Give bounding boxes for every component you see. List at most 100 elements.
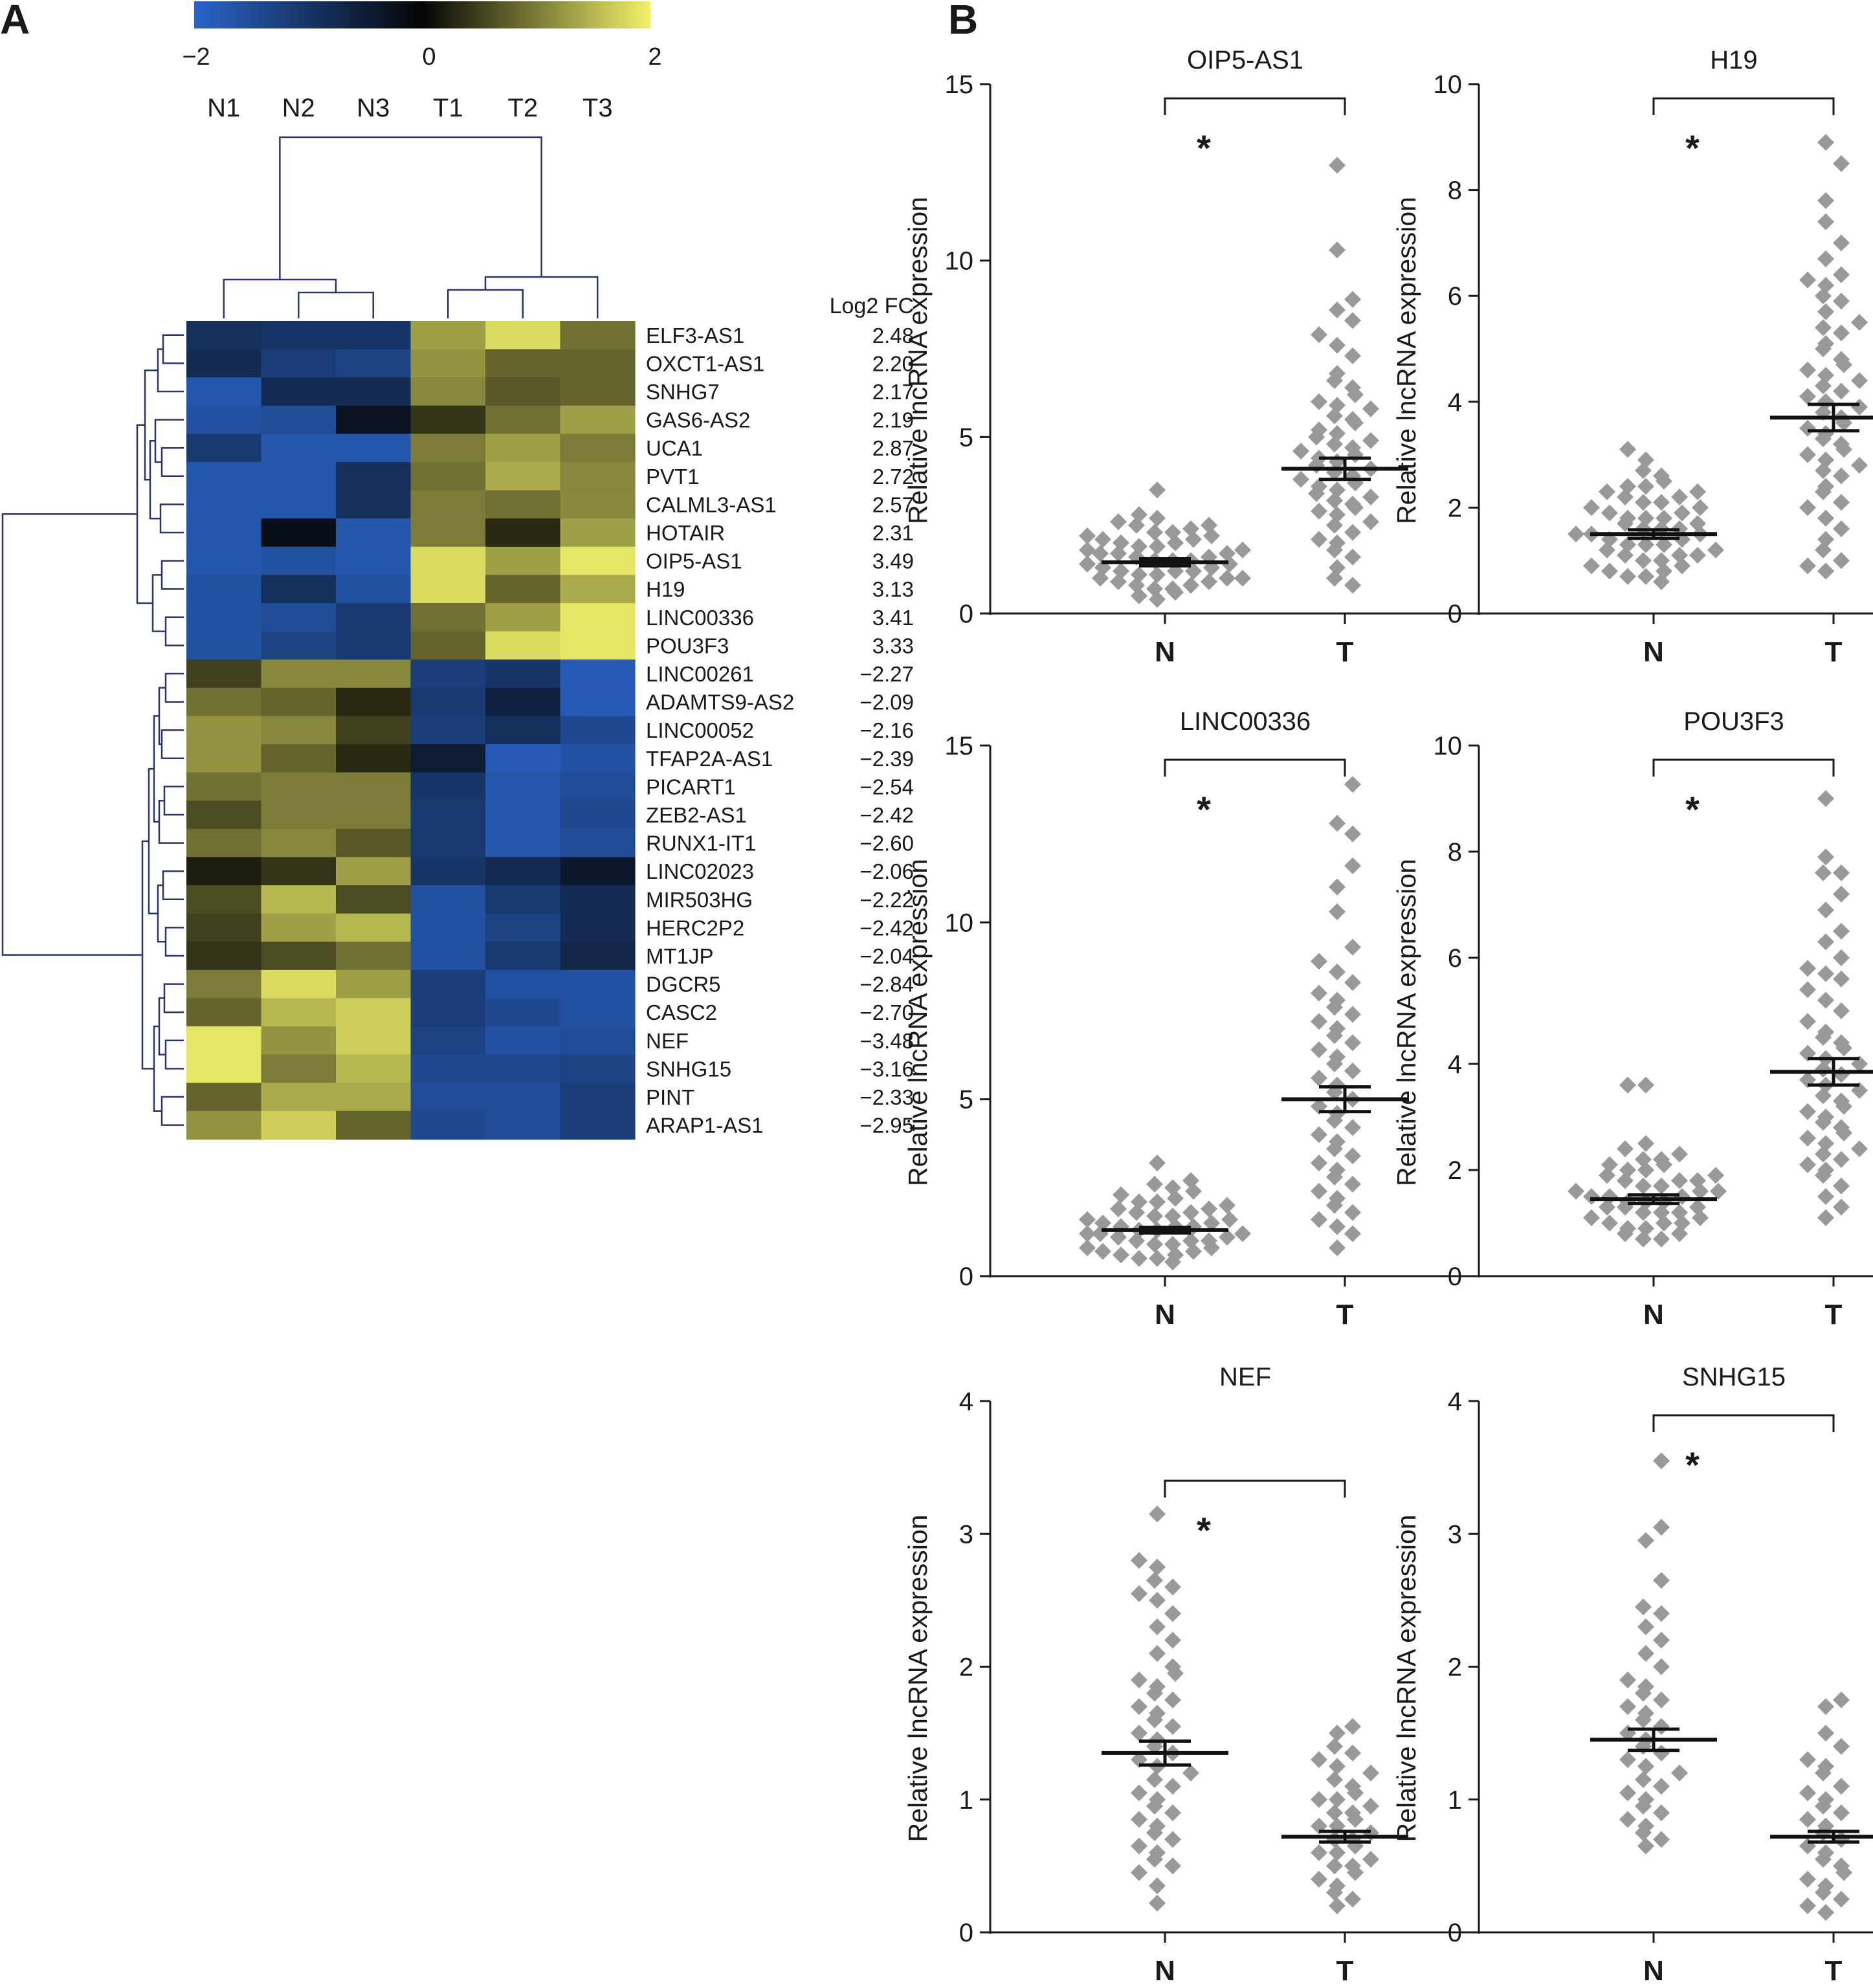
dendrogram-link: [159, 503, 184, 534]
y-axis-label: Relative lncRNA expression: [903, 859, 933, 1186]
data-point: [1799, 361, 1816, 379]
heatmap-cell: [186, 490, 262, 519]
significance-bracket: [1652, 1414, 1835, 1432]
data-point: [1329, 963, 1346, 980]
data-point: [1619, 568, 1636, 585]
gene-label: LINC02023: [646, 859, 754, 883]
heatmap-cell: [410, 631, 486, 660]
data-point: [1799, 446, 1816, 463]
data-point: [1817, 531, 1834, 548]
data-point: [1149, 1505, 1166, 1523]
sample-label-t3: T3: [582, 94, 613, 122]
data-point: [1329, 1133, 1346, 1151]
data-point: [1329, 302, 1346, 319]
significance-bracket: [1652, 758, 1835, 777]
heatmap-cell: [336, 744, 412, 773]
data-point: [1362, 432, 1379, 449]
y-tick-label: 3: [1448, 1520, 1462, 1549]
heatmap-cell: [485, 998, 561, 1027]
data-point: [1653, 494, 1670, 511]
heatmap-cell: [560, 828, 636, 857]
data-point: [1131, 1552, 1147, 1569]
data-point: [1311, 1791, 1327, 1808]
data-point: [1817, 1698, 1834, 1716]
data-point: [1329, 1076, 1346, 1094]
dendrogram-link: [161, 729, 184, 760]
dendrogram-link: [161, 1096, 184, 1126]
y-tick-label: 0: [1448, 600, 1462, 628]
data-point: [1817, 1877, 1834, 1895]
gene-label: PVT1: [646, 465, 700, 489]
heatmap-cell: [336, 546, 412, 575]
log2fc-value: 2.57: [872, 492, 914, 516]
heatmap-cell: [560, 462, 636, 491]
heatmap-cell: [336, 575, 412, 604]
log2fc-value: −2.16: [860, 718, 914, 742]
data-point: [1311, 984, 1327, 1002]
data-point: [1131, 506, 1147, 524]
data-point: [1653, 1452, 1670, 1470]
heatmap-cell: [261, 321, 337, 350]
x-tick-label: T: [1336, 636, 1354, 668]
heatmap-cell: [560, 490, 636, 519]
data-point: [1833, 382, 1850, 400]
heatmap-cell: [410, 546, 486, 575]
data-point: [1653, 467, 1670, 485]
heatmap-cell: [336, 377, 412, 406]
data-point: [1149, 538, 1166, 555]
panel-title: LINC00336: [1180, 707, 1311, 736]
data-point: [1079, 1211, 1096, 1228]
log2fc-value: −2.42: [860, 803, 914, 827]
heatmap-cell: [186, 828, 262, 857]
heatmap-cell: [410, 913, 486, 942]
data-point: [1164, 1658, 1181, 1675]
sample-label-n3: N3: [357, 94, 390, 122]
heatmap-cell: [560, 1083, 636, 1112]
log2fc-value: −2.09: [860, 690, 914, 714]
data-point: [1656, 536, 1672, 553]
significance-star: *: [1685, 1444, 1700, 1485]
data-point: [1094, 1215, 1111, 1231]
log2fc-value: 2.48: [872, 324, 914, 348]
data-point: [1653, 1744, 1670, 1762]
log2fc-value: 3.41: [872, 606, 914, 630]
x-tick-label: N: [1643, 1299, 1664, 1331]
gene-label: POU3F3: [646, 634, 729, 657]
data-point: [1149, 1844, 1166, 1861]
heatmap-cell: [336, 631, 412, 660]
data-point: [1201, 516, 1217, 534]
data-point: [1799, 1784, 1816, 1802]
data-point: [1817, 276, 1834, 294]
data-point: [1344, 1225, 1361, 1242]
data-point: [1833, 864, 1850, 881]
scatter-panel-h19: 0 2 4 6 8 10 N T H19 Relative lncRNA expression *: [1391, 46, 1873, 668]
data-point: [1619, 536, 1636, 553]
heatmap-cell: [560, 659, 636, 689]
panel-b-label: B: [948, 0, 978, 43]
data-point: [1329, 1758, 1346, 1775]
data-point: [1833, 467, 1850, 485]
heatmap-cell: [485, 462, 561, 491]
data-point: [1311, 1182, 1327, 1200]
data-point: [1568, 1182, 1584, 1200]
data-point: [1164, 580, 1181, 597]
heatmap-cell: [410, 1026, 486, 1055]
heatmap-cell: [485, 518, 561, 547]
heatmap-cell: [485, 1054, 561, 1083]
gene-label: MT1JP: [646, 944, 714, 968]
heatmap-cell: [336, 1083, 412, 1112]
heatmap-cell: [186, 434, 262, 463]
data-point: [1653, 1151, 1670, 1168]
data-point: [1344, 938, 1361, 956]
log2fc-value: −2.33: [860, 1085, 914, 1109]
dendrogram-link: [162, 870, 184, 901]
x-tick-label: N: [1643, 636, 1664, 668]
heatmap-cell: [485, 349, 561, 378]
dendrogram-link: [164, 616, 184, 646]
heatmap-cell: [560, 942, 636, 971]
data-point: [1637, 1791, 1654, 1808]
data-point: [1201, 573, 1217, 590]
data-point: [1131, 1837, 1147, 1855]
sample-label-n1: N1: [207, 94, 240, 122]
data-point: [1344, 1804, 1361, 1822]
